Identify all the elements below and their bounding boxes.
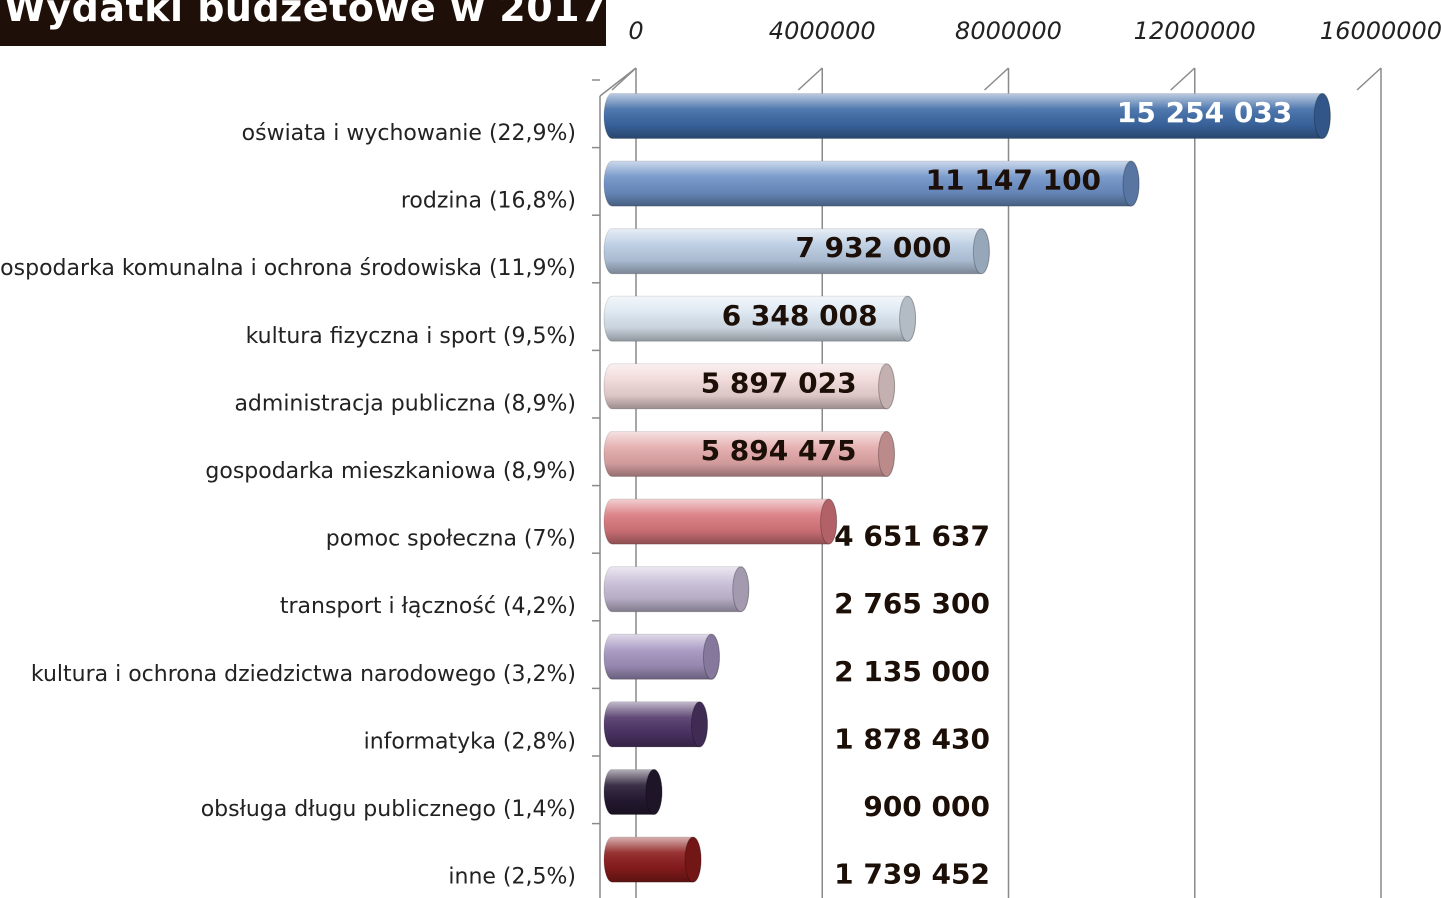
category-labels: oświata i wychowanie (22,9%) rodzina (16,…	[0, 121, 576, 890]
bar	[603, 431, 895, 477]
bars	[603, 93, 1331, 883]
bar	[603, 228, 990, 275]
gridline-depth	[1170, 67, 1196, 91]
category-label: pomoc społeczna (7%)	[326, 527, 576, 552]
chart-title: Wydatki budżetowe w 2017 r.	[4, 0, 606, 30]
bar	[603, 93, 1331, 139]
value-label: 1 878 430	[834, 722, 990, 755]
x-axis-ticks: 0 4000000 8000000 12000000 16000000	[628, 17, 1441, 45]
gridlines	[592, 67, 1382, 898]
x-tick-label: 8000000	[955, 17, 1062, 45]
bar	[603, 836, 702, 883]
value-label: 5 894 475	[701, 434, 857, 467]
value-label: 2 135 000	[834, 655, 990, 688]
gridline-depth	[797, 67, 823, 91]
bar	[603, 769, 663, 815]
value-label: 4 651 637	[834, 520, 990, 553]
category-label: gospodarka mieszkaniowa (8,9%)	[205, 459, 576, 484]
category-label: kultura fizyczna i sport (9,5%)	[246, 324, 576, 349]
gridline-depth	[983, 67, 1010, 91]
bar	[603, 566, 750, 613]
value-label: 900 000	[863, 790, 990, 823]
value-label: 7 932 000	[795, 231, 951, 264]
x-tick-label: 4000000	[769, 17, 876, 45]
category-label: rodzina (16,8%)	[401, 189, 576, 214]
value-label: 1 739 452	[834, 858, 990, 891]
bar	[603, 295, 917, 342]
axis-depth-line	[599, 67, 637, 97]
bar	[603, 363, 896, 410]
value-labels: 15 254 033 11 147 100 7 932 000 6 348 008 5 …	[701, 96, 1293, 891]
value-label: 6 348 008	[722, 299, 878, 332]
bar	[603, 701, 708, 748]
category-label: oświata i wychowanie (22,9%)	[242, 121, 576, 146]
value-label: 2 765 300	[834, 587, 990, 620]
gridline-depth	[1356, 67, 1382, 91]
category-label: kultura i ochrona dziedzictwa narodowego…	[31, 662, 576, 687]
category-label: obsługa długu publicznego (1,4%)	[201, 797, 576, 822]
x-tick-label: 0	[628, 17, 643, 45]
x-tick-label: 16000000	[1320, 17, 1441, 45]
category-label: gospodarka komunalna i ochrona środowisk…	[0, 256, 576, 281]
category-label: informatyka (2,8%)	[364, 729, 576, 754]
bar	[603, 160, 1140, 207]
bar	[603, 633, 720, 680]
value-label: 5 897 023	[701, 366, 857, 399]
category-label: inne (2,5%)	[448, 865, 576, 890]
bar	[603, 498, 838, 545]
x-tick-label: 12000000	[1134, 17, 1256, 45]
value-label: 11 147 100	[926, 164, 1101, 197]
category-label: administracja publiczna (8,9%)	[234, 391, 576, 416]
category-label: transport i łączność (4,2%)	[280, 594, 576, 619]
value-label: 15 254 033	[1117, 96, 1292, 129]
chart-title-box: Wydatki budżetowe w 2017 r.	[0, 0, 606, 46]
